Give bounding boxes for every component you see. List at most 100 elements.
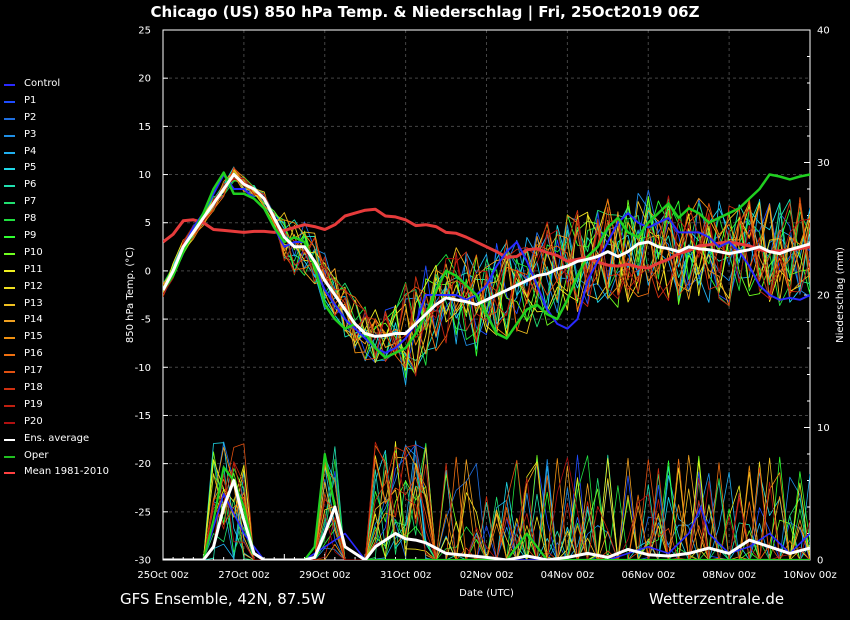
legend-label: P6 (24, 179, 37, 191)
legend-swatch (4, 404, 15, 407)
y-tick-label: -15 (135, 411, 151, 422)
legend-item: Mean 1981-2010 (4, 464, 124, 481)
legend-swatch (4, 185, 15, 188)
precip-member-p8-line (163, 443, 810, 560)
legend-item: P10 (4, 245, 124, 262)
legend-swatch (4, 219, 15, 222)
legend-item: P2 (4, 110, 124, 127)
y-tick-label: -20 (135, 459, 151, 470)
legend-label: P9 (24, 230, 37, 242)
legend-swatch (4, 100, 15, 103)
x-tick-label: 29Oct 00z (299, 570, 350, 581)
legend-label: P2 (24, 111, 37, 123)
legend-swatch (4, 236, 15, 239)
legend-item: P16 (4, 346, 124, 363)
legend-label: Ens. average (24, 432, 90, 444)
legend-label: P12 (24, 280, 43, 292)
y2-tick-label: 0 (817, 556, 823, 567)
y-tick-label: -10 (135, 363, 151, 374)
legend-label: P18 (24, 382, 43, 394)
precip-oper-line (163, 452, 810, 560)
legend-swatch (4, 252, 15, 255)
legend-swatch (4, 438, 15, 441)
y2-tick-label: 20 (817, 291, 830, 302)
legend-swatch (4, 168, 15, 171)
legend-item: P20 (4, 414, 124, 431)
legend-label: P5 (24, 162, 37, 174)
legend-item: P7 (4, 194, 124, 211)
legend-label: P10 (24, 246, 43, 258)
footer-site: Wetterzentrale.de (649, 590, 785, 608)
legend-swatch (4, 303, 15, 306)
legend-item: P18 (4, 380, 124, 397)
x-tick-label: 31Oct 00z (380, 570, 431, 581)
ens-average-line (163, 173, 810, 338)
y-tick-label: -25 (135, 507, 151, 518)
precip-member-p14-line (163, 446, 810, 560)
legend-item: P5 (4, 160, 124, 177)
y2-tick-label: 30 (817, 158, 830, 169)
legend-label: P19 (24, 398, 43, 410)
legend-swatch (4, 320, 15, 323)
legend-label: P4 (24, 145, 37, 157)
legend-swatch (4, 472, 15, 475)
legend-label: P1 (24, 94, 37, 106)
legend-item: P6 (4, 177, 124, 194)
legend-item: P14 (4, 312, 124, 329)
legend-item: P1 (4, 93, 124, 110)
legend-item: Ens. average (4, 431, 124, 448)
legend-item: P4 (4, 144, 124, 161)
legend-swatch (4, 286, 15, 289)
legend-label: P15 (24, 331, 43, 343)
y2-tick-label: 10 (817, 423, 830, 434)
legend-item: P11 (4, 262, 124, 279)
legend-swatch (4, 84, 15, 86)
oper-line (163, 171, 810, 359)
legend-item: P17 (4, 363, 124, 380)
legend-swatch (4, 354, 15, 357)
y-tick-label: 5 (145, 218, 151, 229)
footer-model-info: GFS Ensemble, 42N, 87.5W (120, 590, 326, 608)
x-tick-label: 06Nov 00z (622, 570, 675, 581)
legend-item: Control (4, 76, 124, 93)
precip-member-p3-line (163, 445, 810, 560)
legend-label: Oper (24, 449, 49, 461)
legend-swatch (4, 337, 15, 340)
chart-title: Chicago (US) 850 hPa Temp. & Niederschla… (150, 3, 700, 21)
precip-member-p16-line (163, 445, 810, 560)
precip-member-p19-line (163, 441, 810, 560)
legend-label: Mean 1981-2010 (24, 466, 109, 478)
precip-ens-average-line (163, 479, 810, 560)
legend-item: P13 (4, 296, 124, 313)
legend-swatch (4, 134, 15, 137)
y-tick-label: 10 (138, 170, 151, 181)
x-tick-label: 27Oct 00z (218, 570, 269, 581)
y-tick-label: 25 (138, 26, 151, 37)
legend-label: P20 (24, 415, 43, 427)
x-axis-label: Date (UTC) (459, 588, 514, 599)
precip-control-line (163, 493, 810, 560)
legend-swatch (4, 455, 15, 458)
legend-label: P16 (24, 348, 43, 360)
legend-swatch (4, 151, 15, 154)
y-tick-label: 20 (138, 74, 151, 85)
legend-item: P3 (4, 127, 124, 144)
legend-swatch (4, 117, 15, 120)
climate-mean-line (163, 207, 810, 270)
legend: Control P1 P2 P3 P4 P5 P6 P7 P8 P9 P10 P11 P12 P13 P14… (4, 76, 124, 481)
legend-label: P13 (24, 297, 43, 309)
x-tick-label: 02Nov 00z (460, 570, 513, 581)
legend-label: P11 (24, 263, 43, 275)
legend-item: P15 (4, 329, 124, 346)
legend-swatch (4, 202, 15, 205)
legend-swatch (4, 388, 15, 391)
legend-item: P9 (4, 228, 124, 245)
x-tick-label: 10Nov 00z (783, 570, 836, 581)
legend-item: P12 (4, 279, 124, 296)
x-tick-label: 08Nov 00z (702, 570, 755, 581)
y2-axis-label: Niederschlag (mm) (835, 247, 846, 343)
precip-member-p20-line (163, 452, 810, 560)
y-tick-label: -30 (135, 556, 151, 567)
legend-label: P7 (24, 196, 37, 208)
